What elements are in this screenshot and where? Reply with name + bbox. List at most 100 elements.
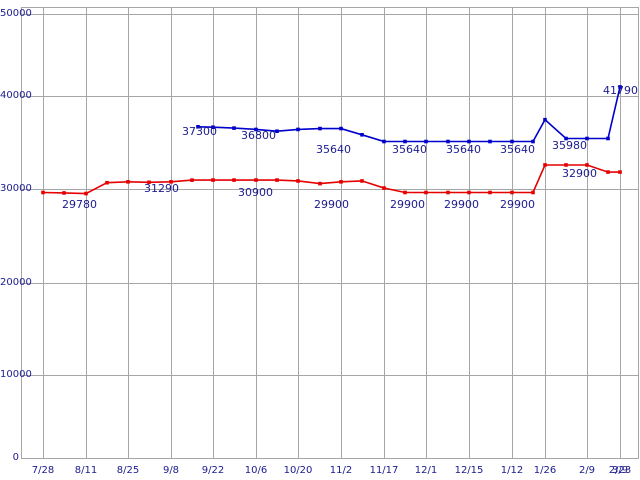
data-point-marker <box>618 85 622 89</box>
data-point-marker <box>403 139 407 144</box>
gridline-x-12/15 <box>469 7 470 458</box>
data-point-marker <box>403 190 407 195</box>
point-label-blue-37300: 37300 <box>182 125 217 138</box>
data-point-marker <box>543 117 547 122</box>
gridline-x-9/22 <box>213 7 214 458</box>
gridline-y-0 <box>21 458 639 459</box>
data-point-marker <box>424 190 428 195</box>
data-point-marker <box>382 186 386 190</box>
data-point-marker <box>424 139 428 144</box>
point-label-blue-35640: 35640 <box>500 143 535 156</box>
data-point-marker <box>318 126 322 131</box>
data-point-marker <box>232 126 236 130</box>
data-point-marker <box>339 126 343 131</box>
y-tick-label-20000: 20000 <box>0 277 32 288</box>
data-point-marker <box>467 139 471 144</box>
gridline-x-9/8 <box>171 7 172 458</box>
y-axis-line <box>21 7 22 458</box>
data-point-marker <box>446 190 450 195</box>
y-tick-label-50000: 50000 <box>0 8 32 19</box>
point-label-red-32900: 32900 <box>562 167 597 180</box>
gridline-x-2/23 <box>620 7 621 458</box>
data-point-marker <box>543 163 547 167</box>
data-point-marker <box>510 139 514 144</box>
gridline-y-30000 <box>21 189 639 190</box>
gridline-y-10000 <box>21 375 639 376</box>
gridline-x-1/26 <box>545 7 546 458</box>
point-label-red-29900: 29900 <box>500 198 535 211</box>
point-label-blue-36800: 36800 <box>241 129 276 142</box>
data-point-marker <box>105 180 109 185</box>
x-tick-label-9-8: 9/8 <box>162 465 180 476</box>
x-tick-label-2-9: 2/9 <box>578 465 596 476</box>
point-label-blue-35640: 35640 <box>316 143 351 156</box>
data-point-marker <box>275 129 279 134</box>
gridline-x-10/6 <box>256 7 257 458</box>
data-point-marker <box>196 124 200 129</box>
data-point-marker <box>585 163 589 167</box>
gridline-x-11/2 <box>341 7 342 458</box>
x-tick-label-12-1: 12/1 <box>414 465 438 476</box>
data-point-marker <box>510 190 514 195</box>
x-tick-label-9-22: 9/22 <box>201 465 225 476</box>
point-label-blue-35640: 35640 <box>392 143 427 156</box>
y-tick-label-30000: 30000 <box>0 183 32 194</box>
data-point-marker <box>585 136 589 141</box>
gridline-x-8/11 <box>86 7 87 458</box>
x-tick-label-8-11: 8/11 <box>74 465 98 476</box>
data-point-marker <box>296 179 300 183</box>
x-tick-label-11-2: 11/2 <box>329 465 353 476</box>
blue-series-line <box>197 86 621 143</box>
data-point-marker <box>190 178 194 182</box>
data-point-marker <box>488 139 492 144</box>
y-tick-label-0: 0 <box>12 452 19 463</box>
point-label-red-30900: 30900 <box>238 186 273 199</box>
x-tick-label-12-15: 12/15 <box>454 465 484 476</box>
data-point-marker <box>531 190 535 195</box>
data-point-marker <box>446 139 450 144</box>
data-point-marker <box>360 179 364 183</box>
gridline-y-20000 <box>21 283 639 284</box>
y-tick-label-40000: 40000 <box>0 90 32 101</box>
data-point-marker <box>169 180 173 184</box>
x-tick-label-11-17: 11/17 <box>369 465 399 476</box>
x-tick-label-8-25: 8/25 <box>116 465 140 476</box>
gridline-x-8/25 <box>128 7 129 458</box>
data-point-marker <box>62 191 66 195</box>
data-point-marker <box>339 180 343 184</box>
gridline-y-40000 <box>21 96 639 97</box>
point-label-red-29900: 29900 <box>390 198 425 211</box>
point-label-blue-41790: 41790 <box>603 84 638 97</box>
gridline-x-10/20 <box>298 7 299 458</box>
data-point-marker <box>382 139 386 144</box>
gridline-x-2/9 <box>587 7 588 458</box>
data-point-marker <box>606 136 610 141</box>
data-point-marker <box>564 136 568 141</box>
data-point-marker <box>488 190 492 195</box>
x-tick-label-10-20: 10/20 <box>283 465 313 476</box>
data-point-marker <box>275 178 279 182</box>
gridline-x-7/28 <box>43 7 44 458</box>
gridline-x-12/1 <box>426 7 427 458</box>
data-point-marker <box>254 127 258 132</box>
point-label-red-29900: 29900 <box>314 198 349 211</box>
data-point-marker <box>618 170 622 174</box>
point-label-blue-35640: 35640 <box>446 143 481 156</box>
data-point-marker <box>211 125 215 130</box>
data-point-marker <box>564 163 568 167</box>
gridline-x-11/17 <box>384 7 385 458</box>
red-series-line <box>42 164 620 195</box>
data-point-marker <box>360 132 364 137</box>
data-point-marker <box>254 178 258 182</box>
data-point-marker <box>606 170 610 174</box>
point-label-red-31290: 31290 <box>144 182 179 195</box>
data-point-marker <box>296 127 300 132</box>
gridline-y-50000 <box>21 14 639 15</box>
x-tick-label-7-28: 7/28 <box>31 465 55 476</box>
red-series-markers <box>41 163 622 196</box>
x-tick-label-1-12: 1/12 <box>500 465 524 476</box>
data-point-marker <box>126 180 130 184</box>
y-tick-label-10000: 10000 <box>0 369 32 380</box>
